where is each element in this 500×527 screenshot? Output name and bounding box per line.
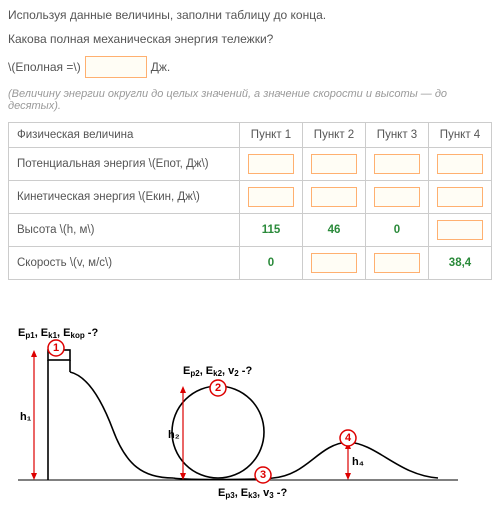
given-value: 115 <box>262 224 281 236</box>
cell-input-r0-c1[interactable] <box>311 154 357 174</box>
table-cell <box>303 148 366 181</box>
marker-1: 1 <box>53 342 59 354</box>
roller-coaster-diagram: h₁ h₂ h₄ Ep1, Ek1, Ekop -? Ep2, Ek2, v2 … <box>8 320 468 500</box>
table-cell <box>429 214 492 247</box>
given-value: 38,4 <box>449 257 471 269</box>
data-table: Физическая величина Пункт 1 Пункт 2 Пунк… <box>8 122 492 280</box>
rounding-hint: (Величину энергии округли до целых значе… <box>8 88 492 112</box>
row-label: Кинетическая энергия \(Екин, Дж\) <box>9 181 240 214</box>
table-cell <box>366 181 429 214</box>
cell-input-r1-c3[interactable] <box>437 187 483 207</box>
marker-2: 2 <box>215 382 221 394</box>
p3-label: Ep3, Ek3, v3 -? <box>218 487 287 500</box>
header-col-4: Пункт 4 <box>429 123 492 148</box>
marker-4: 4 <box>345 432 352 444</box>
header-col-3: Пункт 3 <box>366 123 429 148</box>
question-text: Какова полная механическая энергия тележ… <box>8 32 492 46</box>
row-label: Потенциальная энергия \(Епот, Дж\) <box>9 148 240 181</box>
table-cell: 115 <box>240 214 303 247</box>
header-quantity: Физическая величина <box>9 123 240 148</box>
cell-input-r0-c3[interactable] <box>437 154 483 174</box>
table-cell <box>429 181 492 214</box>
given-value: 0 <box>394 224 400 236</box>
table-row: Скорость \(v, м/с\) 0 38,4 <box>9 247 492 280</box>
marker-3: 3 <box>260 469 266 481</box>
cell-input-r1-c1[interactable] <box>311 187 357 207</box>
header-col-1: Пункт 1 <box>240 123 303 148</box>
h2-label: h₂ <box>168 429 180 441</box>
table-cell <box>366 247 429 280</box>
table-cell <box>429 148 492 181</box>
formula-row: \(Еполная =\) Дж. <box>8 56 492 78</box>
table-cell <box>303 181 366 214</box>
row-label: Скорость \(v, м/с\) <box>9 247 240 280</box>
table-cell: 46 <box>303 214 366 247</box>
cell-input-r0-c2[interactable] <box>374 154 420 174</box>
given-value: 46 <box>328 224 341 236</box>
cell-input-r1-c0[interactable] <box>248 187 294 207</box>
total-energy-input[interactable] <box>85 56 147 78</box>
table-row: Высота \(h, м\) 115 46 0 <box>9 214 492 247</box>
table-cell: 0 <box>366 214 429 247</box>
given-value: 0 <box>268 257 274 269</box>
row-label: Высота \(h, м\) <box>9 214 240 247</box>
table-cell <box>303 247 366 280</box>
p1-label: Ep1, Ek1, Ekop -? <box>18 327 98 340</box>
table-cell: 38,4 <box>429 247 492 280</box>
formula-unit: Дж. <box>151 60 171 74</box>
table-cell <box>240 148 303 181</box>
header-col-2: Пункт 2 <box>303 123 366 148</box>
cell-input-r1-c2[interactable] <box>374 187 420 207</box>
table-row: Кинетическая энергия \(Екин, Дж\) <box>9 181 492 214</box>
h1-label: h₁ <box>20 411 32 423</box>
table-cell <box>366 148 429 181</box>
formula-prefix: \(Еполная =\) <box>8 60 81 74</box>
cell-input-r3-c2[interactable] <box>374 253 420 273</box>
h4-label: h₄ <box>352 456 364 468</box>
cell-input-r3-c1[interactable] <box>311 253 357 273</box>
table-cell: 0 <box>240 247 303 280</box>
table-cell <box>240 181 303 214</box>
table-row: Потенциальная энергия \(Епот, Дж\) <box>9 148 492 181</box>
p2-label: Ep2, Ek2, v2 -? <box>183 365 252 378</box>
cell-input-r0-c0[interactable] <box>248 154 294 174</box>
cell-input-r2-c3[interactable] <box>437 220 483 240</box>
instruction-text: Используя данные величины, заполни табли… <box>8 8 492 22</box>
